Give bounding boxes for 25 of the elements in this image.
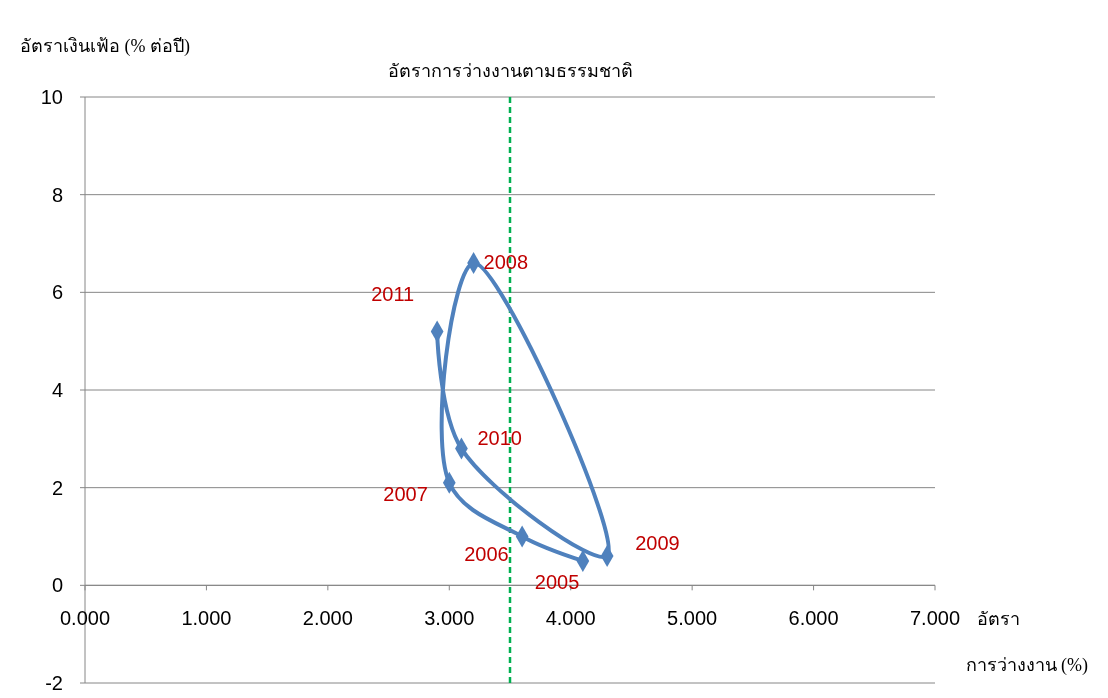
y-tick-label: -2	[45, 672, 63, 694]
annotation: 2010	[477, 426, 522, 449]
x-tick-label: 1.000	[181, 607, 232, 630]
annotation: 2005	[534, 570, 580, 593]
annotation: 2009	[635, 532, 680, 555]
annotation: 2008	[483, 251, 529, 274]
x-tick-label: 0.000	[59, 607, 111, 630]
x-tick-label: 5.000	[667, 607, 718, 630]
y-tick-label: 2	[51, 476, 63, 499]
y-tick-label: 10	[40, 86, 63, 108]
x-tick-label: 4.000	[545, 607, 596, 630]
x-tick-label: 7.000	[909, 607, 961, 630]
y-tick-label: 6	[51, 281, 63, 304]
x-tick-label: 3.000	[424, 607, 475, 630]
y-tick-label: 8	[51, 183, 63, 206]
annotation: 2007	[383, 482, 428, 505]
y-tick-label: 0	[51, 574, 63, 597]
annotation: 2006	[464, 542, 509, 565]
x-tick-label: 2.000	[302, 607, 353, 630]
ref-line-label: อัตราการว่างงานตามธรรมชาติ	[387, 61, 633, 81]
y-tick-label: 4	[51, 379, 63, 401]
text: อัตรา การว่างงาน (%)	[965, 609, 1088, 676]
annotation: 2011	[371, 283, 415, 306]
y-axis-title: อัตราเงินเฟ้อ (% ต่อปี)	[20, 36, 190, 57]
x-tick-label: 6.000	[788, 607, 839, 630]
